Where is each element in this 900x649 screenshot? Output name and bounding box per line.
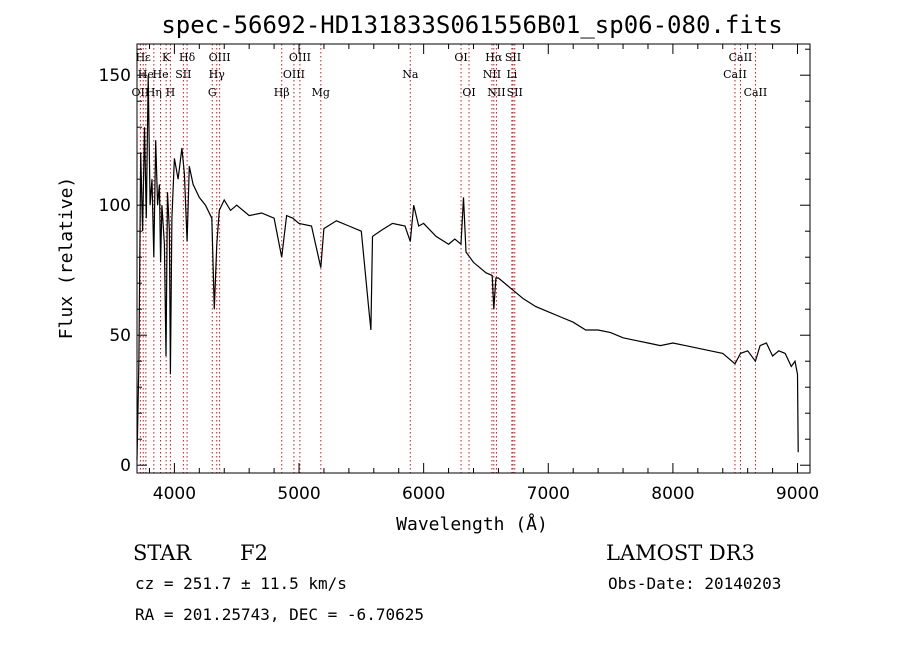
line-marker-label: CaII xyxy=(723,68,747,81)
line-marker-label: G xyxy=(208,86,217,99)
spectrum-series-line xyxy=(136,75,799,461)
line-marker-label: CaII xyxy=(729,51,753,64)
x-tick-label: 6000 xyxy=(402,484,445,504)
line-marker-label: Mg xyxy=(312,86,330,99)
line-marker-label: SII xyxy=(507,86,523,99)
line-markers xyxy=(139,44,756,473)
y-tick-label: 0 xyxy=(120,456,131,476)
line-marker-label: Hδ xyxy=(179,51,196,64)
object-subclass: F2 xyxy=(240,541,268,565)
x-axis-label: Wavelength (Å) xyxy=(396,513,548,535)
line-marker-label: OIII xyxy=(289,51,311,64)
line-marker-label: SII xyxy=(505,51,521,64)
line-marker-label: K xyxy=(162,51,171,64)
line-marker-label: NII xyxy=(487,86,505,99)
line-marker-label: Hβ xyxy=(274,86,290,99)
line-marker-label: CaII xyxy=(744,86,768,99)
redshift-readout: cz = 251.7 ± 11.5 km/s xyxy=(135,574,347,593)
x-axis: 4000 5000 6000 7000 8000 9000 xyxy=(148,44,819,504)
line-marker-label: Hα xyxy=(485,51,503,64)
line-marker-label: OI xyxy=(462,86,475,99)
obs-date: Obs-Date: 20140203 xyxy=(608,574,781,593)
line-marker-label: H xyxy=(166,86,176,99)
survey-name: LAMOST DR3 xyxy=(606,541,755,565)
line-marker-label: Li xyxy=(506,68,517,81)
line-marker-label: OII xyxy=(132,86,150,99)
y-axis-label: Flux (relative) xyxy=(56,177,77,340)
chart-title: spec-56692-HD131833S061556B01_sp06-080.f… xyxy=(161,11,782,39)
coordinates-readout: RA = 201.25743, DEC = -6.70625 xyxy=(135,605,424,624)
line-marker-label: Na xyxy=(402,68,419,81)
y-tick-label: 100 xyxy=(99,196,131,216)
line-marker-label: OI xyxy=(454,51,467,64)
y-tick-label: 150 xyxy=(99,66,131,86)
line-marker-label: Hγ xyxy=(209,68,226,81)
y-axis: 0 50 100 150 xyxy=(99,48,810,476)
line-marker-label: He xyxy=(153,68,169,81)
line-marker-label: Hε xyxy=(136,51,152,64)
x-tick-label: 7000 xyxy=(527,484,570,504)
x-tick-label: 4000 xyxy=(153,484,196,504)
object-class: STAR xyxy=(133,541,192,565)
line-marker-label: He xyxy=(138,68,154,81)
line-marker-label: OIII xyxy=(209,51,231,64)
y-tick-label: 50 xyxy=(109,326,131,346)
line-marker-label: SII xyxy=(175,68,191,81)
line-marker-label: OIII xyxy=(283,68,305,81)
plot-frame xyxy=(136,43,811,474)
x-tick-label: 9000 xyxy=(776,484,819,504)
x-tick-label: 8000 xyxy=(651,484,694,504)
x-tick-label: 5000 xyxy=(277,484,320,504)
line-marker-label: Hη xyxy=(146,86,162,99)
line-marker-label: NII xyxy=(483,68,501,81)
